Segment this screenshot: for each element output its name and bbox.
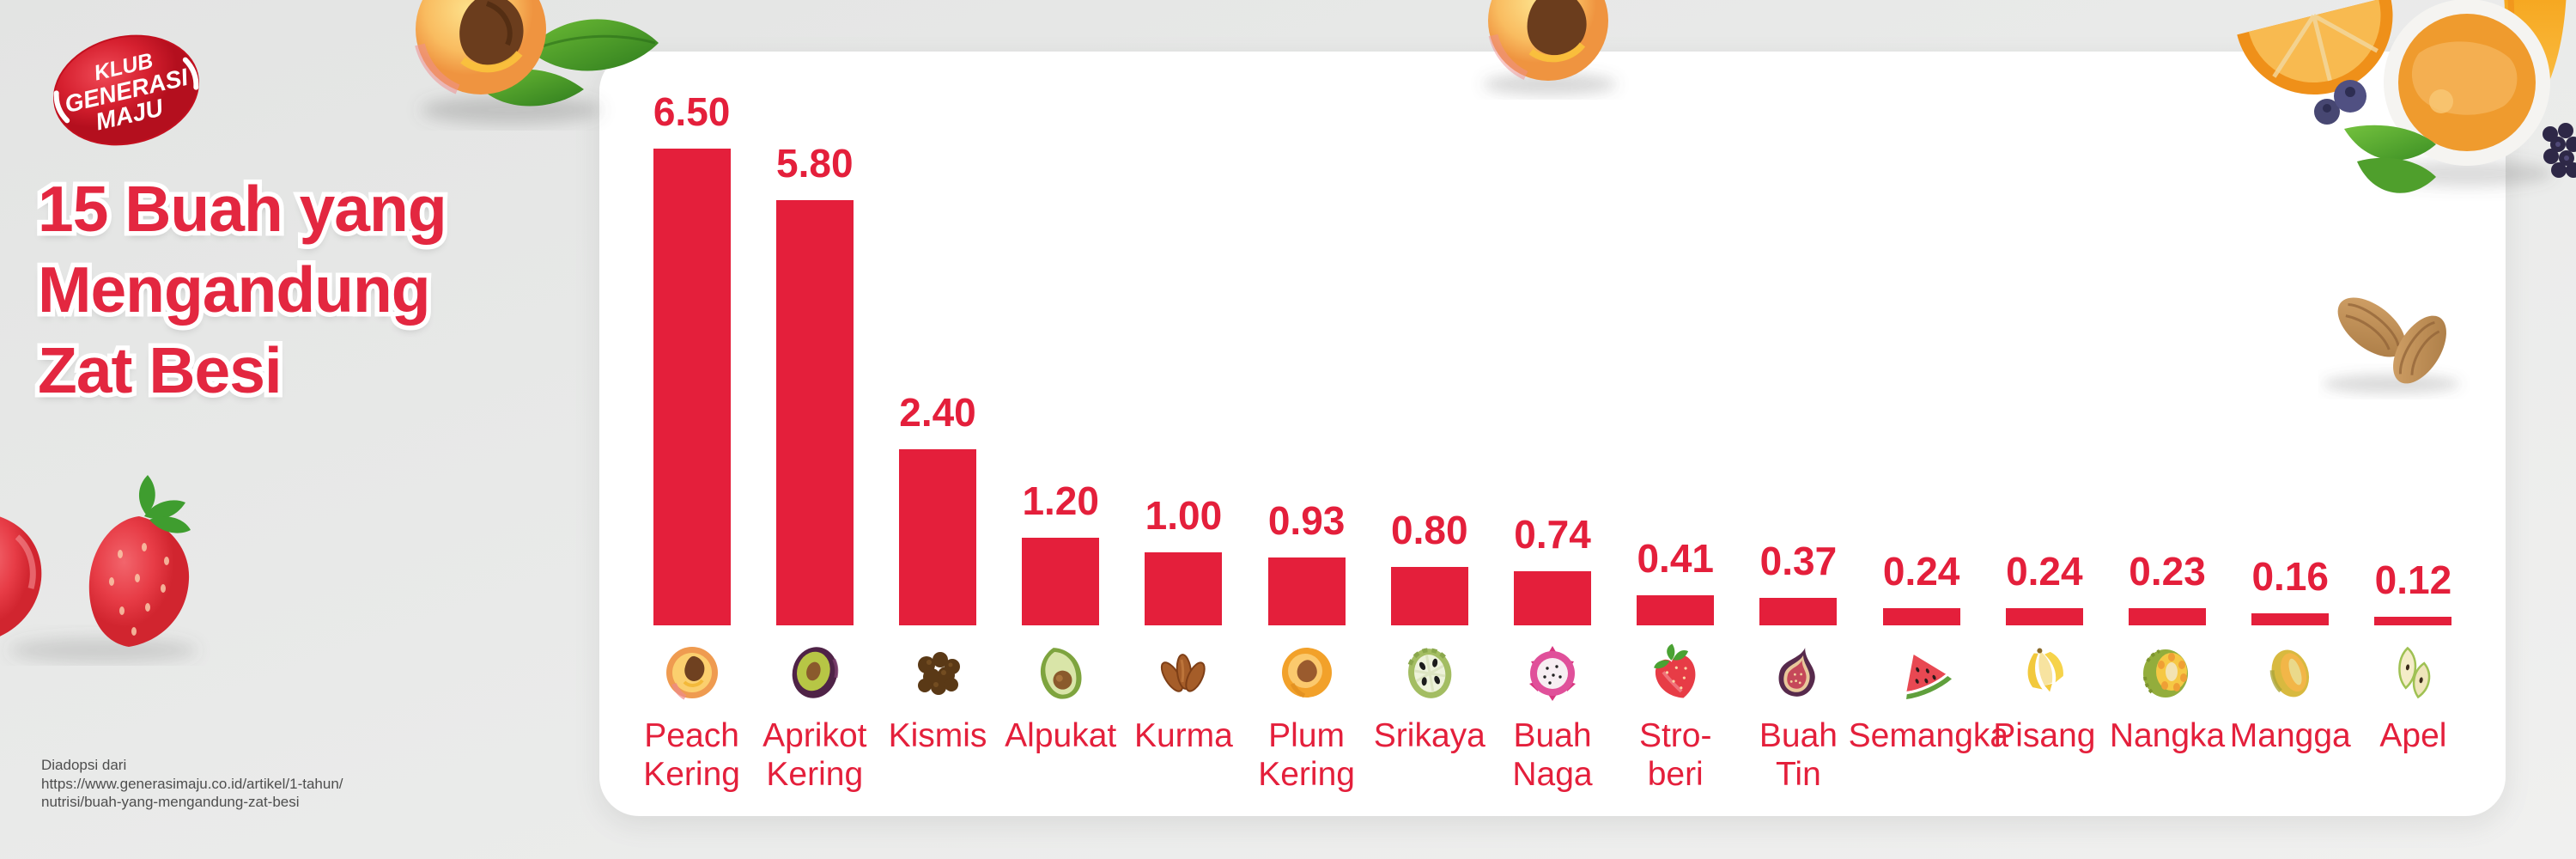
fig-icon — [1768, 643, 1828, 703]
bar-column-buah-tin: 0.37 Buah Tin — [1737, 52, 1860, 816]
bar-column-pisang: 0.24 Pisang — [1983, 52, 2105, 816]
peach-decoration-top-center — [1464, 0, 1636, 100]
bar-category-label: Kismis — [888, 717, 987, 754]
bar — [1022, 538, 1100, 625]
jackfruit-icon — [2137, 643, 2197, 703]
dates-icon — [1153, 643, 1213, 703]
mango-icon — [2260, 643, 2320, 703]
dried-apricot-icon — [785, 643, 845, 703]
bar-chart: 6.50 Peach Kering 5.80 Aprikot Kering 2.40… — [630, 52, 2475, 816]
bar-value-label: 0.16 — [2251, 554, 2329, 599]
bar-column-mangga: 0.16 Mangga — [2229, 52, 2352, 816]
strawberries-decoration — [0, 460, 223, 666]
bar-value-label: 0.80 — [1391, 508, 1468, 552]
raisins-icon — [908, 643, 968, 703]
bar — [2374, 617, 2452, 625]
bar-column-kurma: 1.00 Kurma — [1122, 52, 1245, 816]
source-line: Diadopsi dari — [41, 757, 127, 773]
avocado-icon — [1030, 643, 1091, 703]
bar-column-aprikot-kering: 5.80 Aprikot Kering — [753, 52, 876, 816]
bar-column-buah-naga: 0.74 Buah Naga — [1491, 52, 1613, 816]
bar-value-label: 1.20 — [1022, 478, 1099, 523]
sugar-apple-icon — [1400, 643, 1460, 703]
dried-peach-icon — [662, 643, 722, 703]
bar-column-srikaya: 0.80 Srikaya — [1368, 52, 1491, 816]
bar-category-label: Alpukat — [1005, 717, 1117, 754]
bar-value-label: 0.23 — [2129, 549, 2206, 594]
bar-category-label: Buah Tin — [1759, 717, 1838, 793]
bar — [2005, 608, 2083, 625]
bar-value-label: 2.40 — [899, 390, 976, 435]
source-url-line: nutrisi/buah-yang-mengandung-zat-besi — [41, 794, 300, 810]
bar — [1145, 552, 1223, 625]
peach-decoration-top-left — [391, 0, 674, 131]
bar-column-alpukat: 1.20 Alpukat — [999, 52, 1122, 816]
bar-value-label: 1.00 — [1145, 493, 1223, 538]
strawberry-icon — [1645, 643, 1705, 703]
dried-plum-icon — [1277, 643, 1337, 703]
page-title-text: 15 Buah yang Mengandung Zat Besi — [38, 173, 447, 406]
bar — [775, 200, 854, 625]
bar — [1267, 557, 1346, 625]
bar — [653, 149, 731, 625]
bar — [899, 449, 976, 625]
dragon-fruit-icon — [1522, 643, 1583, 703]
bar-value-label: 0.24 — [2006, 549, 2083, 594]
banana-icon — [2014, 643, 2075, 703]
orange-jam-decoration-top-right — [2220, 0, 2576, 228]
bar-category-label: Nangka — [2109, 717, 2226, 754]
bar-category-label: Plum Kering — [1258, 717, 1355, 793]
bar-value-label: 0.37 — [1759, 539, 1838, 583]
bar-value-label: 0.41 — [1637, 536, 1714, 581]
bar-category-label: Peach Kering — [643, 717, 740, 793]
bar-column-kismis: 2.40 Kismis — [876, 52, 999, 816]
bar-column-plum-kering: 0.93 Plum Kering — [1245, 52, 1368, 816]
bar-category-label: Apel — [2379, 717, 2447, 754]
bar-value-label: 0.93 — [1267, 498, 1346, 543]
bar-column-apel: 0.12 Apel — [2352, 52, 2475, 816]
bar-category-label: Mangga — [2229, 717, 2351, 754]
apple-icon — [2383, 643, 2443, 703]
bar — [1390, 567, 1468, 625]
bar-category-label: Kurma — [1133, 717, 1233, 754]
bar-category-label: Semangka — [1848, 717, 2009, 754]
bar-category-label: Pisang — [1993, 717, 2096, 754]
bar-column-nangka: 0.23 Nangka — [2105, 52, 2228, 816]
bar-column-semangka: 0.24 Semangka — [1849, 52, 2008, 816]
bar-value-label: 5.80 — [776, 141, 854, 186]
bar-category-label: Srikaya — [1373, 717, 1485, 754]
bar — [1759, 598, 1838, 625]
page-title-outline: 15 Buah yang Mengandung Zat Besi — [33, 168, 453, 411]
bar-value-label: 0.12 — [2374, 557, 2452, 602]
almonds-decoration — [2318, 279, 2473, 399]
bar — [2129, 608, 2207, 625]
source-attribution: Diadopsi dari https://www.generasimaju.c… — [41, 756, 343, 812]
bar-column-stroberi: 0.41 Stro-beri — [1614, 52, 1737, 816]
bar-category-label: Aprikot Kering — [762, 717, 867, 793]
bar-value-label: 0.74 — [1514, 512, 1591, 557]
bar-category-label: Buah Naga — [1512, 717, 1593, 793]
bar — [1514, 571, 1592, 625]
bar-value-label: 0.24 — [1882, 549, 1960, 594]
watermelon-icon — [1892, 643, 1952, 703]
bar — [1882, 608, 1960, 625]
bar-category-label: Stro-beri — [1638, 717, 1712, 793]
bar-column-peach-kering: 6.50 Peach Kering — [630, 52, 753, 816]
source-url-line: https://www.generasimaju.co.id/artikel/1… — [41, 775, 343, 792]
klub-generasi-maju-logo: KLUB GENERASI MAJU — [45, 29, 208, 151]
bar-value-label: 6.50 — [653, 89, 731, 134]
bar — [1637, 595, 1715, 625]
bar — [2251, 613, 2330, 625]
